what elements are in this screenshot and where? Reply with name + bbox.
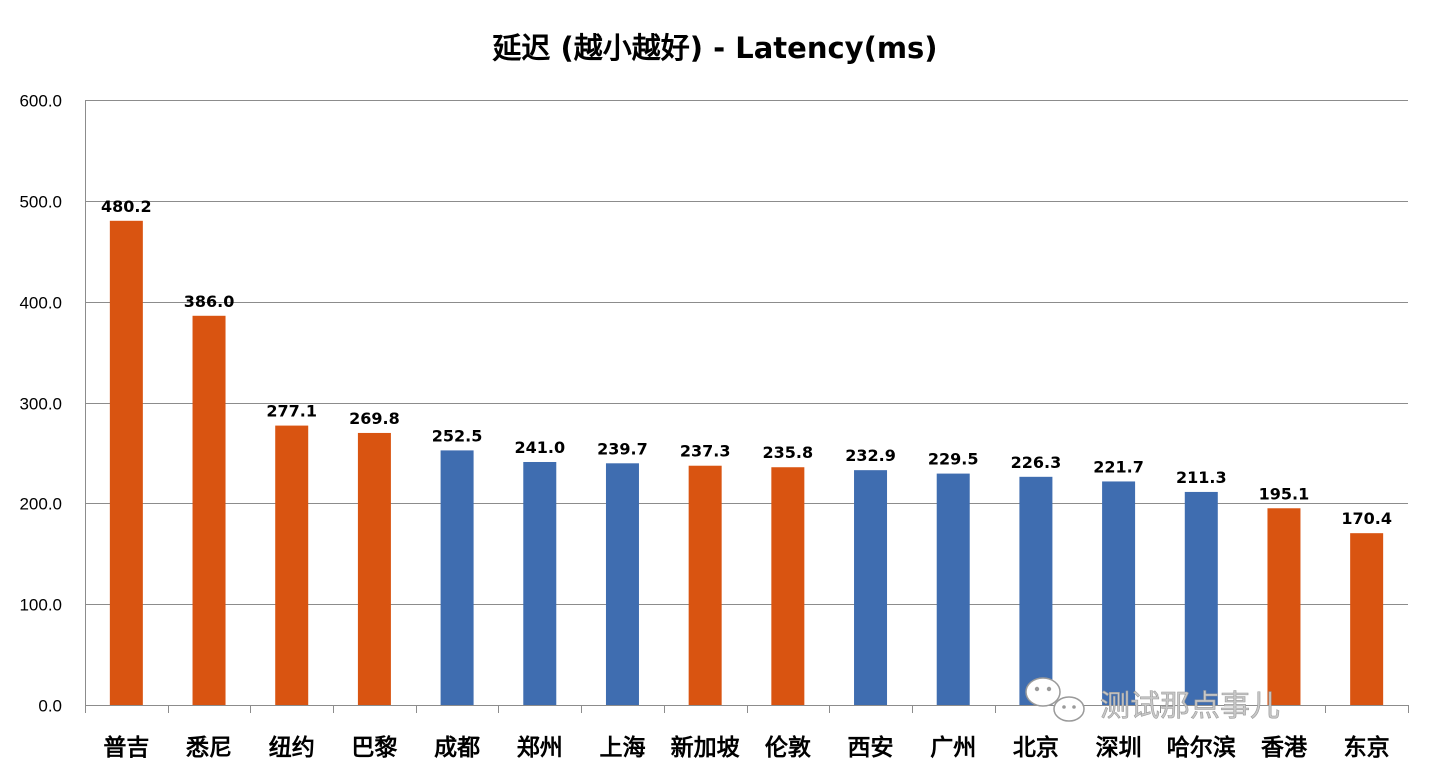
data-label: 170.4: [1341, 509, 1392, 528]
category-label: 纽约: [269, 734, 315, 761]
bar-4: [440, 450, 474, 705]
data-label: 269.8: [349, 409, 400, 428]
data-label: 229.5: [928, 450, 979, 469]
data-labels: 480.2 386.0 277.1 269.8 252.5 241.0 239.7 237.3…: [101, 197, 1392, 528]
category-label: 悉尼: [186, 735, 232, 761]
bar-1: [192, 315, 226, 705]
data-label: 239.7: [597, 439, 648, 458]
data-label: 237.3: [680, 442, 731, 461]
category-label: 郑州: [517, 735, 563, 761]
y-axis-ticks: 0.0 100.0 200.0 300.0 400.0 500.0 600.0: [19, 92, 62, 716]
bar-3: [357, 432, 391, 705]
data-label: 386.0: [184, 292, 235, 311]
y-tick-label: 500.0: [19, 193, 62, 212]
watermark: 测试那点事儿: [1025, 677, 1280, 724]
category-label: 西安: [848, 734, 894, 761]
category-label: 哈尔滨: [1167, 734, 1236, 761]
category-label: 东京: [1344, 734, 1390, 761]
data-label: 195.1: [1259, 484, 1310, 503]
data-label: 235.8: [763, 443, 814, 462]
category-label: 深圳: [1096, 735, 1142, 761]
y-tick-label: 400.0: [19, 294, 62, 313]
category-label: 普吉: [103, 734, 149, 761]
category-label: 香港: [1261, 735, 1308, 761]
y-tick-label: 0.0: [38, 697, 62, 716]
y-tick-label: 600.0: [19, 92, 62, 111]
category-label: 上海: [599, 734, 645, 761]
category-label: 成都: [434, 735, 480, 761]
category-label: 巴黎: [351, 734, 397, 761]
bar-0: [109, 220, 143, 705]
bar-15: [1350, 533, 1384, 705]
category-label: 伦敦: [765, 734, 812, 761]
y-tick-label: 100.0: [19, 596, 62, 615]
bar-7: [688, 465, 722, 705]
x-axis-categories: 普吉 悉尼 纽约 巴黎 成都 郑州 上海 新加坡 伦敦 西安 广州 北京 深圳 哈尔滨 香港 东京: [103, 734, 1389, 761]
chart-title: 延迟 (越小越好) - Latency(ms): [491, 31, 937, 65]
bar-14: [1267, 508, 1301, 705]
wechat-icon: [1025, 677, 1085, 722]
data-label: 232.9: [845, 446, 896, 465]
data-label: 241.0: [514, 438, 565, 457]
bar-5: [523, 461, 557, 705]
bar-13: [1184, 491, 1218, 705]
category-label: 北京: [1013, 734, 1059, 761]
data-label: 480.2: [101, 197, 152, 216]
y-tick-label: 300.0: [19, 395, 62, 414]
bar-11: [1019, 476, 1053, 705]
bar-8: [771, 467, 805, 705]
watermark-text: 测试那点事儿: [1100, 689, 1280, 724]
bar-9: [854, 470, 888, 705]
data-label: 277.1: [266, 402, 317, 421]
bar-12: [1102, 481, 1136, 705]
y-tick-label: 200.0: [19, 495, 62, 514]
data-label: 221.7: [1093, 457, 1144, 476]
data-label: 211.3: [1176, 468, 1227, 487]
bars: [109, 220, 1384, 705]
bar-10: [936, 473, 970, 705]
bar-2: [275, 425, 309, 705]
data-label: 226.3: [1011, 453, 1062, 472]
data-label: 252.5: [432, 426, 483, 445]
category-label: 广州: [930, 734, 976, 761]
bar-6: [605, 463, 639, 705]
category-label: 新加坡: [671, 734, 740, 761]
